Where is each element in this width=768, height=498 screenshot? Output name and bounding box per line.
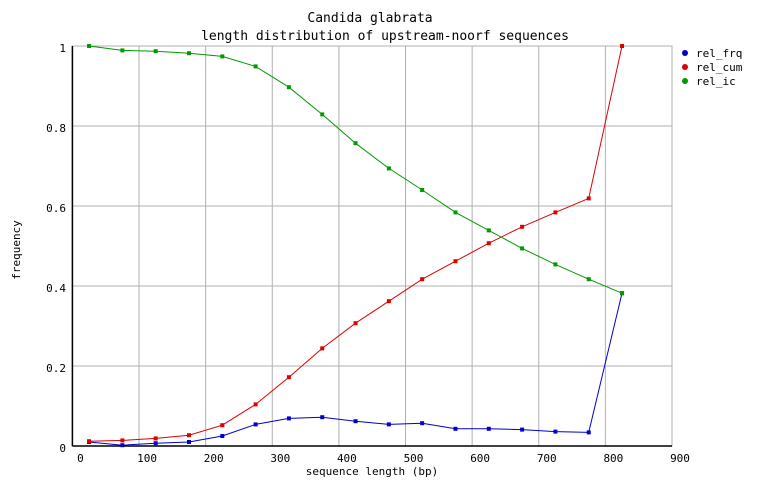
data-point-rel_cum [153, 436, 158, 441]
y-tick-label: 0.8 [46, 122, 66, 135]
x-tick-label: 900 [670, 452, 690, 465]
data-point-rel_cum [286, 375, 291, 380]
chart-title: Candida glabrata [307, 11, 432, 26]
data-point-rel_frq [520, 427, 525, 432]
data-point-rel_ic [353, 141, 358, 146]
data-point-rel_cum [586, 196, 591, 201]
legend-marker-rel_frq [682, 50, 688, 56]
data-point-rel_ic [320, 112, 325, 117]
y-tick-label: 0 [59, 442, 66, 455]
data-point-rel_frq [486, 426, 491, 431]
legend-marker-rel_ic [682, 78, 688, 84]
x-tick-label: 400 [337, 452, 357, 465]
chart-subtitle: length distribution of upstream-noorf se… [201, 29, 569, 44]
data-point-rel_cum [120, 438, 125, 443]
x-tick-label: 0 [77, 452, 84, 465]
data-point-rel_ic [153, 49, 158, 54]
x-tick-label: 600 [470, 452, 490, 465]
data-point-rel_cum [486, 241, 491, 246]
x-tick-label: 100 [137, 452, 157, 465]
legend-label-rel_cum: rel_cum [696, 61, 743, 74]
data-point-rel_cum [453, 259, 458, 264]
data-point-rel_ic [253, 64, 258, 69]
data-point-rel_cum [186, 433, 191, 438]
data-point-rel_cum [553, 210, 558, 215]
legend-label-rel_ic: rel_ic [696, 75, 736, 88]
data-point-rel_cum [620, 44, 625, 48]
data-point-rel_cum [353, 321, 358, 326]
data-point-rel_frq [320, 415, 325, 420]
x-tick-label: 300 [270, 452, 290, 465]
data-point-rel_frq [386, 422, 391, 427]
data-point-rel_frq [120, 443, 125, 448]
data-point-rel_ic [386, 166, 391, 171]
data-point-rel_cum [520, 224, 525, 229]
data-point-rel_cum [253, 402, 258, 407]
data-point-rel_frq [186, 440, 191, 444]
data-point-rel_cum [386, 299, 391, 304]
data-point-rel_ic [453, 210, 458, 215]
data-point-rel_ic [220, 54, 225, 59]
data-point-rel_frq [253, 422, 258, 427]
data-point-rel_frq [420, 421, 425, 426]
plot-frame [71, 45, 673, 447]
data-point-rel_cum [220, 423, 225, 428]
legend-marker-rel_cum [682, 64, 688, 70]
x-tick-label: 500 [404, 452, 424, 465]
data-point-rel_ic [420, 188, 425, 192]
y-tick-label: 0.6 [46, 202, 66, 215]
data-point-rel_frq [553, 429, 558, 434]
y-tick-label: 0.2 [46, 362, 66, 375]
data-point-rel_ic [586, 277, 591, 282]
data-point-rel_ic [286, 85, 291, 90]
y-tick-label: 0.4 [46, 282, 66, 295]
data-point-rel_ic [87, 44, 92, 48]
data-point-rel_ic [520, 246, 525, 251]
y-axis-label: frequency [10, 220, 23, 280]
x-tick-label: 800 [603, 452, 623, 465]
legend-label-rel_frq: rel_frq [696, 47, 742, 60]
data-point-rel_ic [120, 48, 125, 53]
data-point-rel_ic [186, 51, 191, 56]
data-point-rel_frq [453, 426, 458, 431]
y-tick-label: 1 [59, 42, 66, 55]
data-point-rel_ic [486, 228, 491, 233]
data-point-rel_cum [420, 277, 425, 282]
data-point-rel_frq [586, 430, 591, 435]
data-point-rel_cum [320, 346, 325, 351]
series-line-rel_cum [89, 45, 623, 442]
data-point-rel_cum [87, 439, 92, 444]
x-tick-label: 700 [537, 452, 557, 465]
data-point-rel_frq [353, 419, 358, 424]
data-point-rel_frq [286, 416, 291, 421]
x-axis-label: sequence length (bp) [306, 465, 438, 478]
data-point-rel_frq [220, 434, 225, 438]
data-point-rel_frq [153, 441, 158, 446]
data-point-rel_ic [553, 262, 558, 267]
x-tick-label: 200 [204, 452, 224, 465]
data-point-rel_ic [620, 291, 625, 296]
series-line-rel_ic [89, 45, 623, 294]
